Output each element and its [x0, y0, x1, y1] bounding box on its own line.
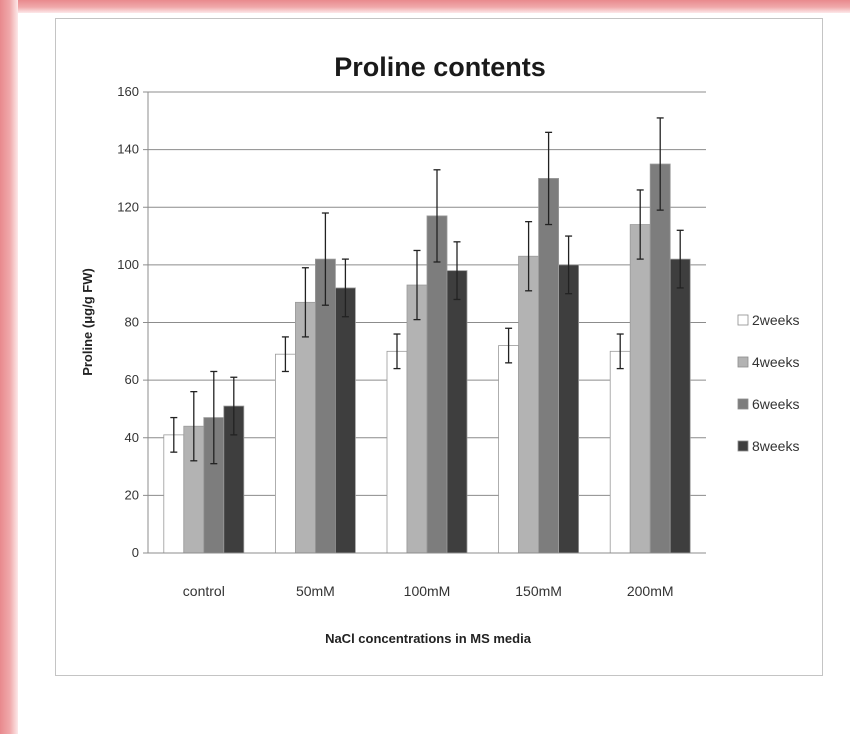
legend-swatch — [737, 440, 749, 452]
y-tick-label: 0 — [132, 545, 139, 560]
x-axis-categories: control 50mM 100mM 150mM 200mM — [183, 583, 674, 599]
bar — [406, 284, 428, 554]
legend-label: 6weeks — [752, 396, 799, 412]
x-category-label: 150mM — [515, 583, 562, 599]
y-axis-label: Proline (μg/g FW) — [80, 268, 95, 376]
chart-title: Proline contents — [334, 52, 546, 82]
bar — [669, 258, 691, 554]
frame-left-border — [0, 0, 18, 734]
error-bars — [170, 117, 684, 465]
bar — [274, 353, 296, 554]
x-category-label: 100mM — [404, 583, 451, 599]
y-tick-label: 120 — [117, 199, 139, 214]
legend-swatch — [737, 356, 749, 368]
legend-label: 2weeks — [752, 312, 799, 328]
bar — [609, 350, 631, 554]
x-category-label: 200mM — [627, 583, 674, 599]
legend-label: 8weeks — [752, 438, 799, 454]
bar — [649, 163, 671, 554]
bar — [386, 350, 408, 554]
y-tick-label: 20 — [125, 487, 139, 502]
bar — [518, 255, 539, 554]
bar — [558, 264, 579, 554]
legend-swatch — [737, 398, 749, 410]
bar — [426, 215, 448, 554]
bars — [163, 163, 691, 554]
y-axis-ticks: 0 20 40 60 80 100 120 140 160 — [117, 84, 148, 560]
y-tick-label: 80 — [125, 315, 139, 330]
y-tick-label: 140 — [117, 142, 139, 157]
x-category-label: 50mM — [296, 583, 335, 599]
bar — [538, 178, 559, 554]
x-axis-label: NaCl concentrations in MS media — [325, 631, 532, 646]
bar — [334, 287, 356, 554]
legend: 2weeks 4weeks 6weeks 8weeks — [737, 312, 799, 454]
bar — [294, 301, 316, 554]
bar — [446, 270, 468, 554]
frame-top-border — [0, 0, 850, 13]
y-tick-label: 160 — [117, 84, 139, 99]
legend-swatch — [737, 314, 749, 326]
bar — [629, 224, 651, 554]
x-category-label: control — [183, 583, 225, 599]
y-tick-label: 60 — [125, 372, 139, 387]
bar — [498, 345, 520, 554]
y-tick-label: 40 — [125, 430, 139, 445]
legend-label: 4weeks — [752, 354, 799, 370]
y-tick-label: 100 — [117, 257, 139, 272]
